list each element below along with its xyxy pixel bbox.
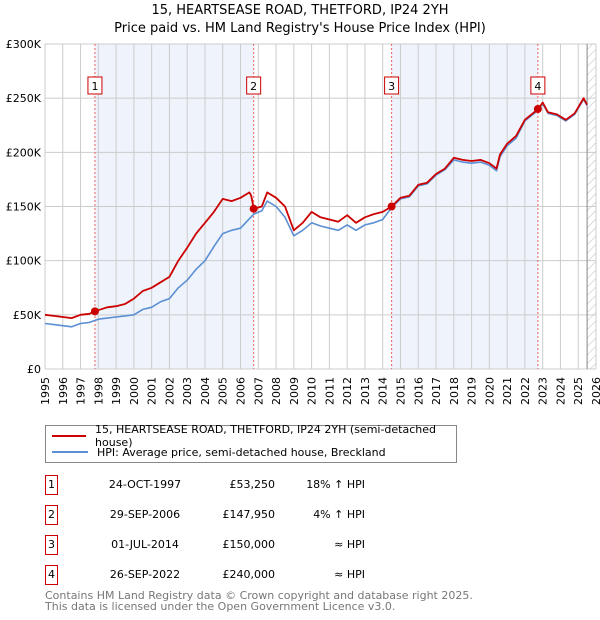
sale-label-box (530, 76, 546, 95)
y-tick-label: £200K (6, 146, 42, 159)
y-tick-label: £300K (6, 38, 42, 51)
x-tick-label: 2022 (519, 377, 532, 405)
x-tick-label: 2013 (359, 377, 372, 405)
hpi-line (44, 98, 588, 328)
x-tick-label: 2026 (590, 377, 600, 405)
y-tick-label: £0 (27, 363, 41, 376)
transaction-row: 1 24-OCT-1997 £53,250 18% ↑ HPI (45, 475, 445, 495)
transaction-number-badge: 1 (45, 475, 58, 495)
x-tick-label: 1995 (39, 377, 52, 405)
x-tick-label: 2008 (270, 377, 283, 405)
x-tick-label: 2001 (146, 377, 159, 405)
x-tick-label: 1999 (110, 377, 123, 405)
x-tick-label: 2015 (394, 377, 407, 405)
x-tick-label: 2020 (483, 377, 496, 405)
transaction-row: 3 01-JUL-2014 £150,000 ≈ HPI (45, 535, 445, 555)
y-tick-label: £100K (6, 255, 42, 268)
transaction-date: 26-SEP-2022 (109, 568, 181, 581)
chart-title: 15, HEARTSEASE ROAD, THETFORD, IP24 2YH (151, 3, 449, 18)
sale-point (533, 105, 542, 113)
x-tick-label: 2019 (466, 377, 479, 405)
sale-point (90, 307, 99, 316)
transaction-number-badge: 4 (45, 565, 58, 585)
sale-label: 4 (534, 80, 541, 93)
legend-item-property: 15, HEARTSEASE ROAD, THETFORD, IP24 2YH … (52, 423, 456, 449)
y-tick-label: £150K (6, 201, 42, 214)
transaction-date: 24-OCT-1997 (108, 478, 182, 491)
transaction-hpi-comparison: 4% ↑ HPI (313, 508, 365, 521)
chart-subtitle: Price paid vs. HM Land Registry's House … (114, 21, 486, 36)
transaction-date: 29-SEP-2006 (109, 508, 181, 521)
sale-label-box (87, 76, 103, 95)
x-tick-label: 2012 (341, 377, 354, 405)
x-tick-label: 2005 (217, 377, 230, 405)
transaction-price: £147,950 (222, 508, 276, 521)
x-tick-label: 2000 (128, 377, 141, 405)
x-tick-label: 2004 (199, 377, 212, 405)
x-tick-label: 2010 (306, 377, 319, 405)
sale-label: 3 (388, 80, 395, 93)
transaction-date: 01-JUL-2014 (111, 538, 179, 551)
sale-label: 1 (91, 80, 98, 93)
x-tick-label: 2017 (430, 377, 443, 405)
x-tick-label: 2024 (554, 377, 567, 405)
legend-swatch-red (52, 435, 87, 437)
x-tick-label: 2006 (235, 377, 248, 405)
legend-label-hpi: HPI: Average price, semi-detached house,… (97, 445, 386, 459)
transaction-number-badge: 2 (45, 505, 58, 525)
footer-copyright: Contains HM Land Registry data © Crown c… (45, 589, 473, 602)
x-tick-label: 2014 (377, 377, 390, 405)
transaction-price: £240,000 (222, 568, 276, 581)
legend-swatch-blue (52, 451, 88, 453)
x-tick-label: 2007 (252, 377, 265, 405)
sale-label-box (246, 76, 262, 95)
x-tick-label: 2002 (163, 377, 176, 405)
footer-licence: This data is licensed under the Open Gov… (45, 600, 396, 613)
legend-label-property: 15, HEARTSEASE ROAD, THETFORD, IP24 2YH … (95, 423, 437, 449)
x-tick-label: 2016 (412, 377, 425, 405)
y-tick-label: £50K (13, 309, 42, 322)
x-tick-label: 1996 (57, 377, 70, 405)
x-tick-label: 2011 (323, 377, 336, 405)
transaction-row: 4 26-SEP-2022 £240,000 ≈ HPI (45, 565, 445, 585)
x-tick-label: 2021 (501, 377, 514, 405)
x-tick-label: 2018 (448, 377, 461, 405)
sale-label: 2 (250, 80, 257, 93)
transaction-hpi-comparison: ≈ HPI (334, 568, 365, 581)
x-tick-label: 2025 (572, 377, 585, 405)
transaction-hpi-comparison: 18% ↑ HPI (306, 478, 365, 491)
property-price-line (44, 97, 588, 319)
transaction-row: 2 29-SEP-2006 £147,950 4% ↑ HPI (45, 505, 445, 525)
transaction-price: £53,250 (229, 478, 276, 491)
x-tick-label: 2023 (537, 377, 550, 405)
sale-point (387, 202, 396, 211)
transaction-price: £150,000 (222, 538, 276, 551)
transaction-hpi-comparison: ≈ HPI (334, 538, 365, 551)
sale-point (249, 204, 258, 213)
x-tick-label: 2009 (288, 377, 301, 405)
legend-item-hpi: HPI: Average price, semi-detached house,… (52, 444, 386, 460)
x-tick-label: 1997 (75, 377, 88, 405)
sale-label-box (384, 76, 400, 95)
y-tick-label: £250K (6, 92, 42, 105)
legend: 15, HEARTSEASE ROAD, THETFORD, IP24 2YH … (45, 423, 457, 463)
line-chart: 1995 1996 1997 1998 1999 2000 2001 2002 2003 2004… (6, 38, 600, 405)
x-tick-label: 2003 (181, 377, 194, 405)
x-tick-label: 1998 (92, 377, 105, 405)
transaction-number-badge: 3 (45, 535, 58, 555)
